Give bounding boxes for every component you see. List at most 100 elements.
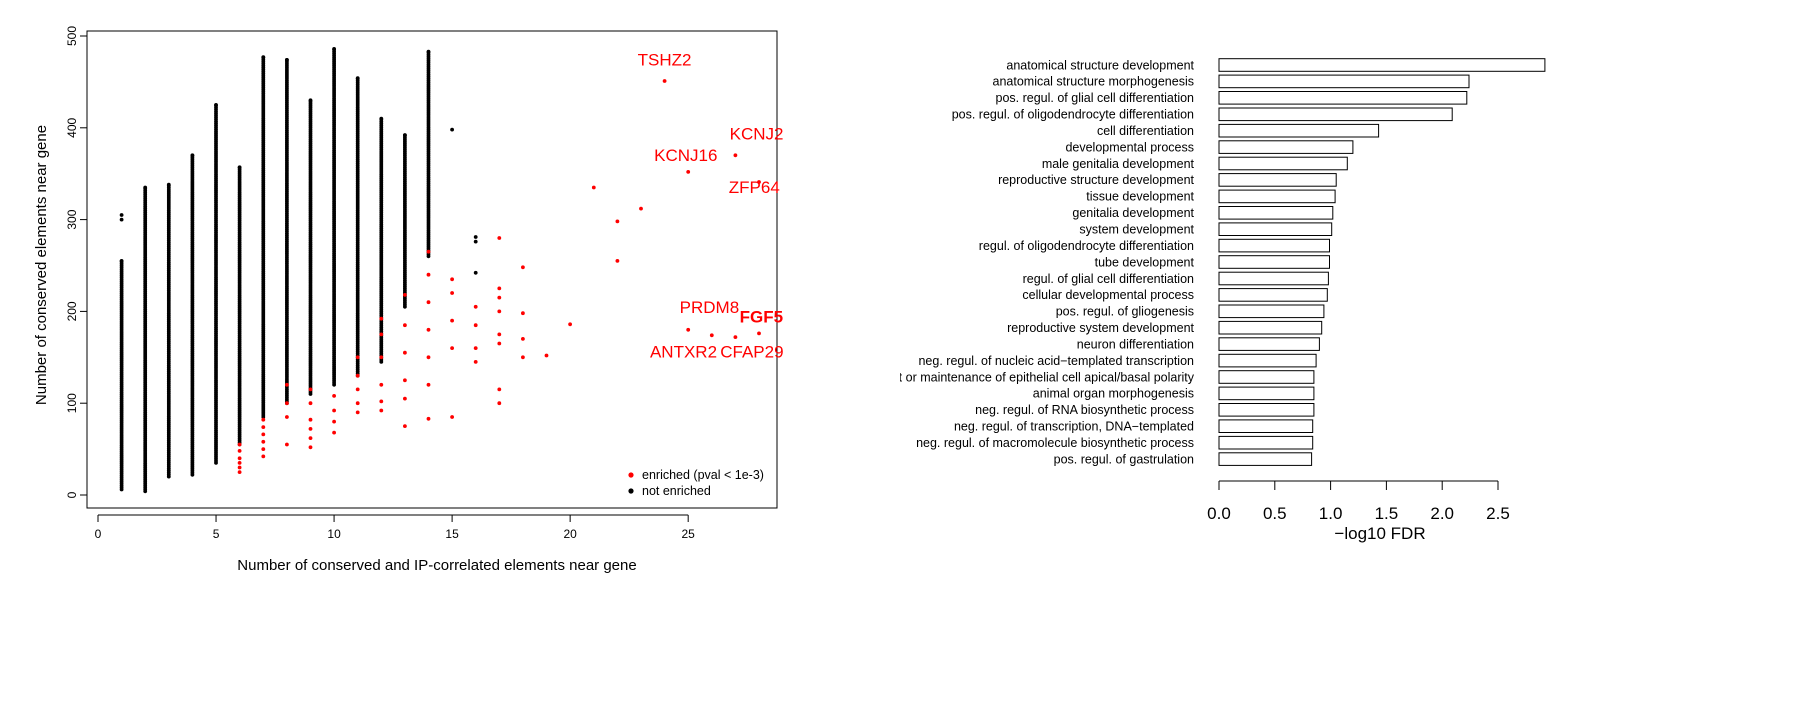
scatter-point [403,378,407,383]
scatter-point [308,387,313,392]
bar-category-label: regul. of glial cell differentiation [1023,272,1194,286]
scatter-point [355,387,360,392]
bar-x-axis-label: −log10 FDR [1334,524,1425,543]
scatter-point [497,309,502,314]
scatter-point [450,415,454,419]
scatter-y-tick-label: 300 [65,209,79,229]
bar [1218,337,1320,351]
scatter-point [379,116,384,121]
scatter-point [261,55,266,59]
bar [1218,304,1325,319]
scatter-point [119,217,124,222]
scatter-point [237,465,242,470]
bar-category-label: pos. regul. of gastrulation [1054,452,1194,466]
scatter-point [473,346,478,350]
scatter-point [426,327,431,332]
gene-label-antxr2: ANTXR2 [650,342,717,361]
scatter-point [450,346,454,350]
scatter-point [497,341,502,346]
gene-label-fgf5: FGF5 [740,307,783,326]
bar-category-label: cellular developmental process [1022,288,1194,302]
scatter-point [261,417,266,422]
scatter-point [615,219,620,224]
scatter-point [521,265,525,270]
scatter-point [308,417,313,422]
bar [1218,320,1323,335]
scatter-point [308,427,313,431]
bar-category-label: system development [1079,223,1194,237]
scatter-point [426,382,431,387]
bar [1218,58,1546,72]
gene-label-cfap29: CFAP29 [720,342,783,361]
scatter-plot-box [86,30,778,509]
bar [1218,189,1336,204]
scatter-point [237,442,242,447]
scatter-point [379,355,384,360]
scatter-point [450,291,454,295]
scatter-point [733,335,738,339]
bar [1218,238,1330,253]
bar [1218,386,1315,401]
scatter-point [426,355,431,360]
scatter-point [143,185,148,190]
scatter-point [285,382,289,387]
scatter-x-tick-label: 0 [95,527,102,541]
scatter-point [379,382,384,387]
bar-category-label: pos. regul. of oligodendrocyte different… [952,108,1194,122]
scatter-point [450,318,454,323]
scatter-point [497,295,502,300]
scatter-point [237,470,242,474]
gene-label-prdm8: PRDM8 [680,298,740,317]
scatter-point [285,442,289,447]
scatter-point [521,311,525,316]
bar-category-label: pos. regul. of glial cell differentiatio… [996,91,1195,105]
bar-category-label: neuron differentiation [1077,337,1194,351]
scatter-series-not-enriched [119,47,478,494]
scatter-point [166,182,171,187]
scatter-point [473,235,478,239]
scatter-point [308,436,313,440]
bar [1218,206,1334,220]
legend-label: enriched (pval < 1e-3) [642,468,764,482]
scatter-point [379,332,384,337]
scatter-point [237,456,242,461]
scatter-point [261,432,266,437]
bar-category-label: pos. regul. of gliogenesis [1056,305,1194,319]
bar [1218,107,1453,122]
scatter-point [403,293,407,297]
scatter-point [686,327,691,332]
legend-marker [628,488,634,494]
bar-category-label: anatomical structure development [1006,58,1194,72]
bar-category-label: animal organ morphogenesis [1033,387,1194,401]
bar [1218,353,1317,368]
gene-label-kcnj16: KCNJ16 [654,146,717,165]
scatter-point [497,401,502,406]
bar [1218,255,1330,269]
bar-category-label: male genitalia development [1042,157,1195,171]
scatter-point [308,98,313,103]
scatter-point [261,454,266,459]
scatter-point [686,170,691,174]
bar-category-label: reproductive system development [1007,321,1194,335]
scatter-y-tick-label: 0 [65,491,79,498]
scatter-point [497,332,502,337]
bar [1218,91,1468,105]
scatter-point [285,415,289,419]
scatter-point [355,410,360,415]
scatter-point [332,47,336,51]
scatter-series-enriched [237,79,761,474]
bar [1218,222,1333,236]
bar-category-label: tissue development [1086,190,1194,204]
scatter-point [426,272,431,277]
bar-category-label: tube development [1095,255,1195,269]
scatter-point [237,165,242,170]
scatter-point [379,408,384,413]
scatter-x-axis-label: Number of conserved and IP-correlated el… [237,557,636,574]
scatter-point [473,360,478,364]
scatter-point [237,461,242,465]
bar [1218,74,1470,89]
scatter-point [285,401,289,406]
scatter-point [403,323,407,328]
bar-x-tick-label: 0.0 [1207,504,1231,523]
